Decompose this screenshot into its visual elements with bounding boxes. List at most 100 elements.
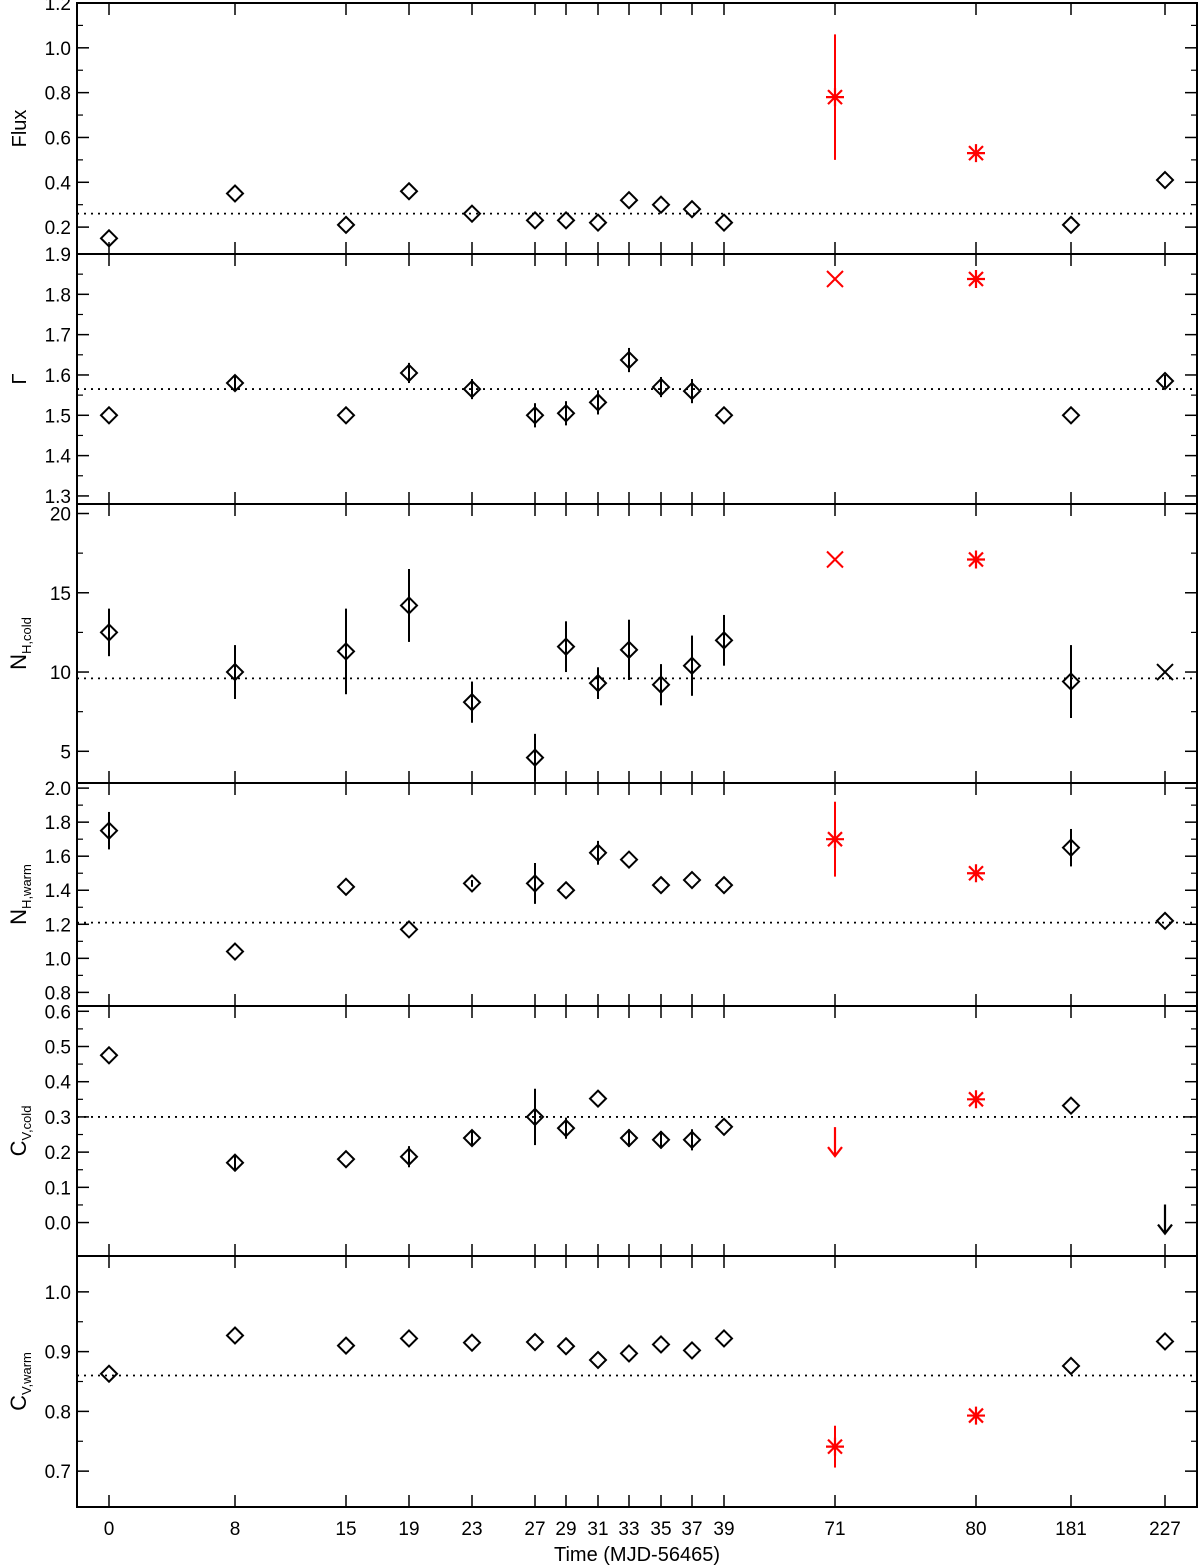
- y-tick-label: 2.0: [45, 779, 71, 800]
- data-point: [336, 1336, 356, 1356]
- x-axis: 0 8 15 19 23 27 29 31 33 35 37 39 71 80 181 227: [104, 1519, 1181, 1540]
- y-tick-label: 0.5: [45, 1037, 71, 1058]
- data-point: [556, 1336, 576, 1356]
- y-tick-label: 10: [50, 663, 71, 684]
- data-point: [399, 919, 419, 939]
- y-tick-label: 1.2: [45, 915, 71, 936]
- data-point: [588, 1350, 608, 1370]
- data-point: [967, 1090, 985, 1109]
- data-point: [588, 840, 608, 865]
- y-axis-label: Γ: [9, 373, 31, 384]
- y-axis-label: NH,warm: [6, 864, 34, 925]
- data-point: [556, 880, 576, 900]
- y-tick-label: 0.6: [45, 128, 71, 149]
- data-point: [651, 195, 671, 215]
- y-tick-label: 1.0: [45, 39, 71, 60]
- data-point: [619, 347, 639, 373]
- data-point: [462, 1333, 482, 1353]
- data-point: [399, 362, 419, 384]
- data-point: [1155, 911, 1175, 931]
- y-tick-label: 1.9: [45, 245, 71, 266]
- data-point: [1061, 1356, 1081, 1376]
- x-tick-label: 23: [461, 1519, 482, 1540]
- data-point: [525, 1088, 545, 1146]
- y-tick-label: 1.7: [45, 326, 71, 347]
- data-point: [682, 199, 702, 219]
- data-point: [651, 875, 671, 895]
- panel-frame: [76, 2, 1198, 255]
- x-tick-label: 71: [824, 1519, 845, 1540]
- data-point: [556, 1117, 576, 1139]
- x-tick-label: 19: [398, 1519, 419, 1540]
- data-point: [967, 550, 985, 569]
- data-point: [99, 405, 119, 425]
- data-point: [1061, 1096, 1081, 1116]
- data-point: [462, 1128, 482, 1148]
- x-tick-label: 35: [650, 1519, 671, 1540]
- data-point: [714, 213, 734, 233]
- data-point: [714, 1329, 734, 1348]
- y-tick-label: 1.8: [45, 813, 71, 834]
- y-tick-label: 20: [50, 505, 71, 526]
- data-point: [682, 1129, 702, 1151]
- data-point: [1155, 1332, 1175, 1351]
- data-point: [826, 550, 844, 569]
- x-tick-label: 39: [713, 1519, 734, 1540]
- x-tick-label: 0: [104, 1519, 115, 1540]
- panel-frame: [76, 503, 1198, 784]
- x-tick-label: 33: [618, 1519, 639, 1540]
- data-point: [826, 34, 844, 160]
- y-tick-label: 0.8: [45, 983, 71, 1004]
- data-point: [462, 874, 482, 893]
- data-point: [525, 403, 545, 428]
- data-point: [588, 213, 608, 233]
- y-axis-label: Flux: [9, 110, 31, 148]
- data-point: [619, 1128, 639, 1148]
- y-tick-label: 0.7: [45, 1462, 71, 1483]
- y-tick-label: 0.3: [45, 1108, 71, 1129]
- y-tick-label: 0.0: [45, 1214, 71, 1235]
- data-point: [525, 1332, 545, 1352]
- y-axis-label: CV,warm: [6, 1352, 34, 1411]
- panel-2: 1.3 1.4 1.5 1.6 1.7 1.8 1.9 Γ: [9, 245, 1198, 508]
- y-tick-label: 1.0: [45, 949, 71, 970]
- y-tick-label: 0.9: [45, 1343, 71, 1364]
- data-point: [1061, 405, 1081, 425]
- y-axis-label: CV,cold: [6, 1106, 34, 1157]
- data-point: [225, 1326, 245, 1345]
- x-tick-label: 29: [555, 1519, 576, 1540]
- data-point: [399, 181, 419, 201]
- y-tick-label: 0.4: [45, 1073, 72, 1094]
- x-tick-label: 227: [1149, 1519, 1181, 1540]
- data-point: [1157, 1204, 1173, 1236]
- data-point: [336, 1149, 356, 1169]
- data-point: [1061, 645, 1081, 719]
- panel-frame: [76, 782, 1198, 1007]
- data-point: [399, 1329, 419, 1348]
- data-point: [399, 1146, 419, 1168]
- data-point: [525, 733, 545, 782]
- data-point: [826, 270, 844, 288]
- y-tick-label: 1.0: [45, 1283, 71, 1304]
- x-tick-label: 80: [965, 1519, 986, 1540]
- y-tick-label: 1.4: [45, 447, 72, 468]
- data-point: [619, 850, 639, 870]
- data-point: [1061, 215, 1081, 235]
- data-point: [967, 1406, 985, 1425]
- data-point: [336, 877, 356, 897]
- data-point: [651, 1130, 671, 1150]
- data-point: [967, 270, 985, 288]
- data-point: [588, 390, 608, 415]
- data-point: [967, 864, 985, 883]
- data-point: [99, 228, 119, 248]
- y-tick-label: 0.2: [45, 218, 71, 239]
- data-point: [99, 1364, 119, 1384]
- y-tick-label: 1.6: [45, 847, 71, 868]
- data-point: [827, 1127, 843, 1158]
- panel-3: 5 10 15 20 NH,cold: [6, 503, 1198, 784]
- data-point: [462, 204, 482, 224]
- data-point: [525, 863, 545, 904]
- panel-frame: [76, 1005, 1198, 1257]
- data-point: [714, 405, 734, 425]
